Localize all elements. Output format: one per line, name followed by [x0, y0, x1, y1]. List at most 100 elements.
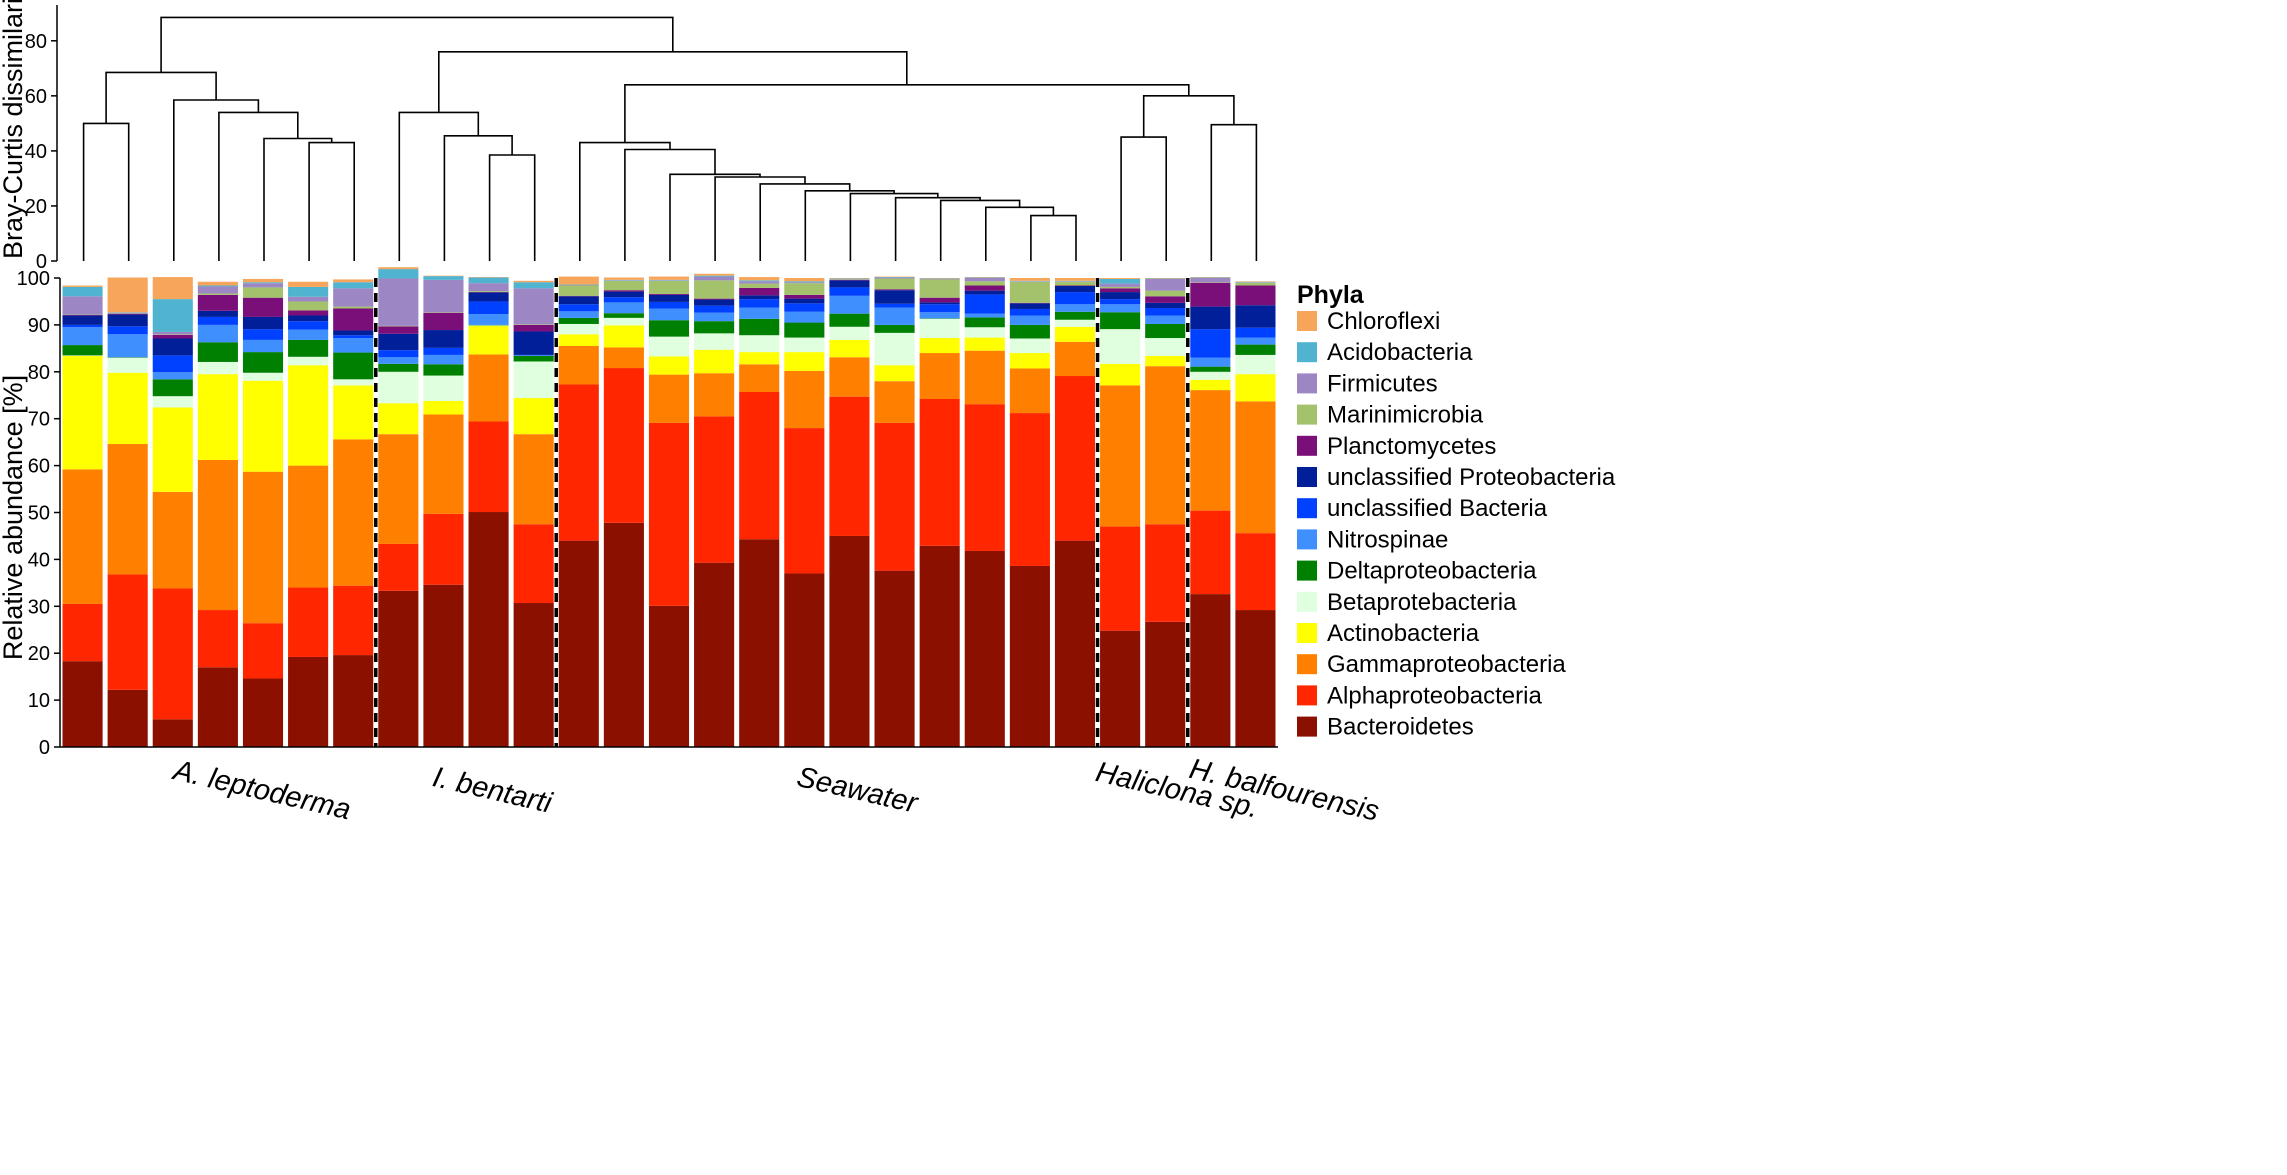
dendrogram-link	[488, 154, 536, 261]
bar-segment-bacteroidetes	[1054, 540, 1096, 747]
bar-segment-deltaproteobacteria	[874, 324, 915, 333]
legend-label: Nitrospinae	[1327, 526, 1448, 553]
bar-segment-betaprotebacteria	[152, 396, 193, 408]
bar-segment-planctomycetes	[603, 290, 644, 292]
legend-swatch	[1297, 467, 1317, 487]
bar-segment-firmicutes	[1190, 278, 1231, 283]
bar-stack-18	[829, 278, 870, 747]
bar-segment-gammaproteobacteria	[829, 357, 870, 397]
bar-segment-marinimicrobia	[197, 293, 238, 295]
bar-segment-planctomycetes	[242, 297, 284, 317]
bar-segment-gammaproteobacteria	[694, 373, 735, 417]
bar-segment-unclassified-proteobacteria	[333, 330, 374, 336]
bar-segment-gammaproteobacteria	[197, 459, 238, 611]
bar-segment-alphaproteobacteria	[288, 587, 329, 657]
bar-segment-actinobacteria	[1145, 355, 1186, 367]
bar-segment-nitrospinae	[1054, 304, 1096, 312]
bar-segment-bacteroidetes	[1100, 630, 1141, 747]
bar-segment-alphaproteobacteria	[558, 384, 599, 541]
bar-segment-chloroflexi	[333, 279, 374, 283]
bar-segment-chloroflexi	[1054, 278, 1096, 281]
bar-segment-marinimicrobia	[648, 280, 690, 294]
dendrogram-link	[1142, 95, 1235, 138]
bar-segment-bacteroidetes	[603, 522, 644, 747]
bar-segment-actinobacteria	[152, 407, 193, 492]
bar-segment-marinimicrobia	[468, 291, 509, 293]
legend-swatch	[1297, 498, 1317, 519]
bar-segment-unclassified-bacteria	[378, 350, 419, 358]
bar-stack-16	[739, 277, 780, 747]
bar-segment-acidobacteria	[1100, 278, 1141, 284]
legend-label: Planctomycetes	[1327, 433, 1496, 460]
bar-segment-unclassified-proteobacteria	[784, 298, 825, 304]
bar-segment-betaprotebacteria	[829, 326, 870, 340]
legend-item-acidobacteria: Acidobacteria	[1297, 339, 1473, 366]
bar-segment-planctomycetes	[1145, 296, 1186, 303]
legend-swatch	[1297, 342, 1317, 363]
bar-stack-3	[152, 277, 193, 747]
bar-segment-alphaproteobacteria	[1235, 533, 1276, 611]
bar-segment-actinobacteria	[378, 403, 419, 435]
bar-segment-acidobacteria	[197, 285, 238, 287]
bars-y-tick-label: 0	[39, 737, 50, 759]
bar-segment-alphaproteobacteria	[107, 574, 148, 690]
bar-segment-gammaproteobacteria	[648, 374, 690, 423]
bar-segment-actinobacteria	[829, 339, 870, 358]
legend-item-gammaproteobacteria: Gammaproteobacteria	[1297, 651, 1566, 678]
bar-stack-9	[423, 275, 464, 747]
bar-segment-bacteroidetes	[107, 689, 148, 747]
bar-stack-27	[1235, 281, 1276, 747]
bar-segment-nitrospinae	[62, 327, 103, 346]
bar-segment-nitrospinae	[603, 302, 644, 314]
bar-segment-actinobacteria	[288, 365, 329, 466]
bar-segment-nitrospinae	[288, 329, 329, 340]
dendrogram-link	[1120, 136, 1167, 261]
dendrogram-link	[1030, 214, 1077, 261]
bar-segment-bacteroidetes	[964, 550, 1005, 747]
bar-segment-firmicutes	[242, 283, 284, 288]
bar-segment-gammaproteobacteria	[1100, 385, 1141, 527]
bar-segment-marinimicrobia	[333, 306, 374, 309]
bar-segment-betaprotebacteria	[333, 379, 374, 386]
bar-segment-deltaproteobacteria	[1190, 366, 1231, 372]
bar-segment-actinobacteria	[333, 385, 374, 440]
bar-segment-chloroflexi	[107, 277, 148, 313]
bar-segment-gammaproteobacteria	[603, 347, 644, 369]
bar-segment-betaprotebacteria	[242, 372, 284, 381]
bar-segment-deltaproteobacteria	[513, 355, 554, 362]
bar-segment-nitrospinae	[378, 357, 419, 364]
dendrogram-y-axis-title: Bray-Curtis dissimilarity	[0, 0, 28, 259]
bar-segment-betaprotebacteria	[423, 375, 464, 401]
bar-segment-gammaproteobacteria	[242, 471, 284, 624]
bar-segment-betaprotebacteria	[107, 357, 148, 373]
bar-segment-unclassified-proteobacteria	[1190, 306, 1231, 330]
bar-segment-unclassified-proteobacteria	[1054, 285, 1096, 293]
bar-segment-marinimicrobia	[964, 281, 1005, 286]
bar-segment-nitrospinae	[964, 313, 1005, 318]
dendrogram-y-tick-label: 20	[25, 196, 47, 218]
bar-segment-unclassified-bacteria	[468, 301, 509, 315]
bar-segment-alphaproteobacteria	[62, 603, 103, 662]
group-label-h-balfourensis: H. balfourensis	[1186, 753, 1382, 828]
bar-segment-firmicutes	[288, 296, 329, 302]
group-label-a-leptoderma: A. leptoderma	[169, 754, 354, 826]
bar-segment-bacteroidetes	[558, 540, 599, 747]
bar-segment-actinobacteria	[1054, 326, 1096, 342]
bar-segment-alphaproteobacteria	[1009, 413, 1050, 566]
legend-item-marinimicrobia: Marinimicrobia	[1297, 402, 1484, 429]
bar-segment-betaprotebacteria	[1054, 319, 1096, 327]
dendrogram-y-tick-label: 80	[25, 31, 47, 53]
legend-item-betaprotebacteria: Betaprotebacteria	[1297, 589, 1517, 616]
legend-swatch	[1297, 654, 1317, 675]
bar-segment-nitrospinae	[1145, 315, 1186, 324]
legend-item-nitrospinae: Nitrospinae	[1297, 526, 1448, 553]
bar-segment-deltaproteobacteria	[694, 321, 735, 334]
bar-segment-deltaproteobacteria	[739, 318, 780, 336]
bar-segment-actinobacteria	[739, 352, 780, 365]
bar-segment-bacteroidetes	[152, 719, 193, 747]
bar-segment-betaprotebacteria	[558, 323, 599, 335]
bar-segment-gammaproteobacteria	[784, 370, 825, 429]
bar-segment-nitrospinae	[468, 314, 509, 325]
bar-segment-actinobacteria	[513, 398, 554, 435]
bar-segment-chloroflexi	[242, 278, 284, 283]
